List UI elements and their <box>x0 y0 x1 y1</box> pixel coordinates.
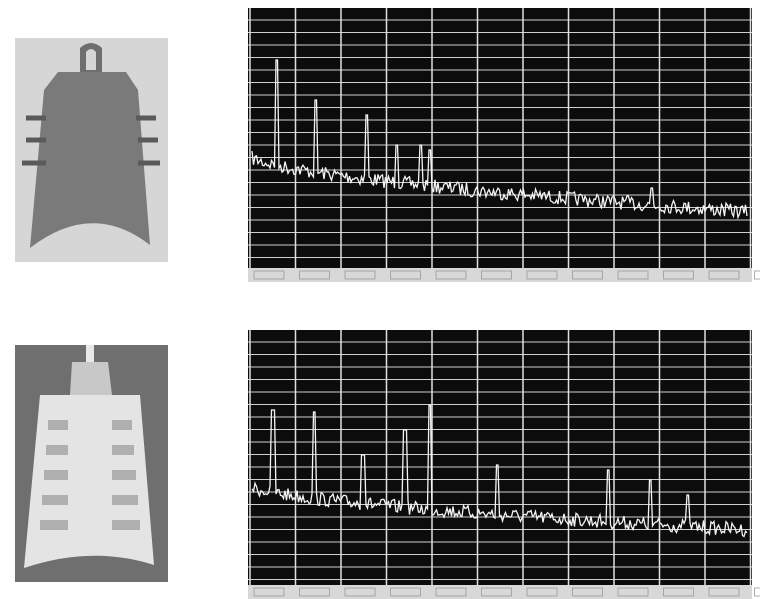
axis-strip <box>248 268 752 282</box>
axis-label-box <box>755 271 760 279</box>
bell-body <box>24 395 154 568</box>
plot-background <box>248 8 752 268</box>
bell-body <box>30 72 150 248</box>
axis-label-box <box>755 588 760 596</box>
plot-background <box>248 330 752 585</box>
spectrum-screenshot <box>248 8 760 282</box>
bell-photo-bottom <box>15 345 168 582</box>
spectrum-screenshot <box>248 330 760 599</box>
axis-strip <box>248 585 752 599</box>
bell-photo-top <box>15 38 168 262</box>
bell-top <box>70 362 112 395</box>
